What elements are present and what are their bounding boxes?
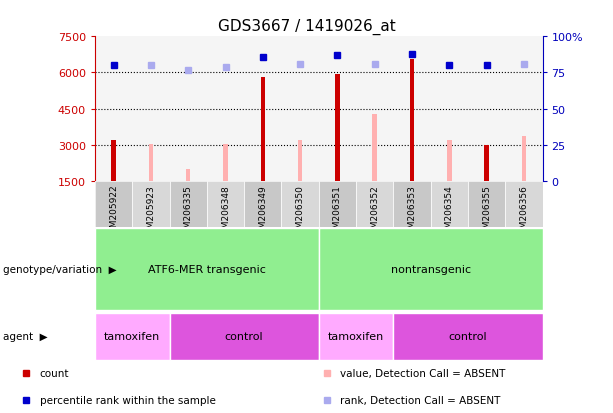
Text: agent  ▶: agent ▶ [3,332,48,342]
Bar [319,37,356,182]
Bar [430,182,468,268]
Bar [170,313,319,361]
Bar [186,170,191,182]
Bar [356,182,394,268]
Bar [132,37,170,182]
Bar [132,182,170,268]
Bar [95,229,319,310]
Bar [431,37,468,182]
Text: tamoxifen: tamoxifen [328,332,384,342]
Text: nontransgenic: nontransgenic [390,264,471,275]
Bar [244,182,281,268]
Text: GSM206354: GSM206354 [445,184,454,239]
Bar [319,313,394,361]
Bar [207,37,244,182]
Bar [522,137,526,182]
Bar [244,37,281,182]
Bar [149,145,153,182]
Text: GSM206351: GSM206351 [333,184,342,239]
Bar [468,37,505,182]
Bar [468,182,505,268]
Text: GSM206335: GSM206335 [184,184,192,239]
Text: tamoxifen: tamoxifen [104,332,161,342]
Bar [170,37,207,182]
Text: GSM206356: GSM206356 [519,184,528,239]
Bar [394,37,431,182]
Bar [298,141,302,182]
Bar [207,182,244,268]
Bar [505,182,543,268]
Bar [319,229,543,310]
Bar [223,145,228,182]
Bar [95,182,132,268]
Bar [95,37,132,182]
Text: percentile rank within the sample: percentile rank within the sample [40,395,216,405]
Text: GSM205922: GSM205922 [109,184,118,239]
Bar [319,182,356,268]
Bar [394,313,543,361]
Text: GSM206348: GSM206348 [221,184,230,239]
Text: ATF6-MER transgenic: ATF6-MER transgenic [148,264,266,275]
Bar [356,37,394,182]
Text: value, Detection Call = ABSENT: value, Detection Call = ABSENT [340,368,506,378]
Text: GSM205923: GSM205923 [147,184,156,239]
Text: control: control [225,332,264,342]
Text: GSM206352: GSM206352 [370,184,379,239]
Text: GSM206349: GSM206349 [258,184,267,239]
Bar [281,37,319,182]
Text: genotype/variation  ▶: genotype/variation ▶ [3,264,116,275]
Bar [409,60,414,182]
Text: count: count [40,368,69,378]
Bar [112,141,116,182]
Bar [505,37,543,182]
Text: GDS3667 / 1419026_at: GDS3667 / 1419026_at [218,19,395,35]
Bar [335,74,340,182]
Bar [447,141,452,182]
Text: control: control [449,332,487,342]
Bar [261,78,265,182]
Bar [373,114,377,182]
Text: GSM206355: GSM206355 [482,184,491,239]
Bar [281,182,319,268]
Bar [394,182,430,268]
Bar [484,145,489,182]
Text: rank, Detection Call = ABSENT: rank, Detection Call = ABSENT [340,395,501,405]
Text: GSM206350: GSM206350 [295,184,305,239]
Bar [95,313,170,361]
Bar [170,182,207,268]
Text: GSM206353: GSM206353 [408,184,416,239]
